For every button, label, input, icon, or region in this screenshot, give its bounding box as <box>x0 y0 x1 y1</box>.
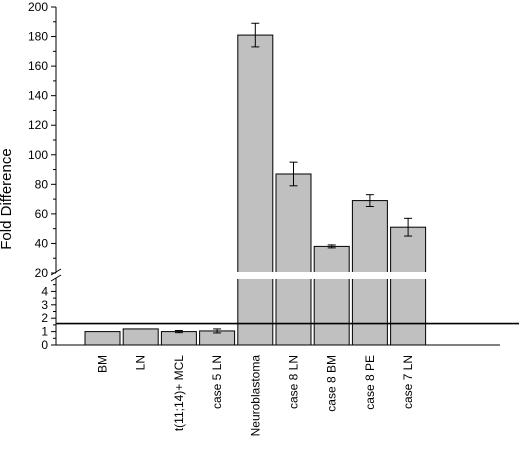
y-tick-label-low-2: 2 <box>41 311 48 325</box>
error-bars-layer <box>174 22 413 334</box>
y-tick-label-low-1: 1 <box>41 325 48 339</box>
axis-break-mark-lower <box>50 274 62 282</box>
x-tick-label-2: LN <box>134 355 148 370</box>
y-tick-label-40: 40 <box>35 236 49 250</box>
bar-3 <box>160 331 197 346</box>
bar-5 <box>237 34 274 346</box>
y-tick-label-low-0: 0 <box>41 338 48 352</box>
bar-2 <box>122 328 159 346</box>
error-bar-5 <box>251 22 260 48</box>
y-tick-label-80: 80 <box>35 177 49 191</box>
error-bar-8 <box>365 194 374 207</box>
y-tick-label-100: 100 <box>28 148 48 162</box>
x-tick-label-9: case 7 LN <box>401 355 415 409</box>
x-tick-label-1: BM <box>96 355 110 373</box>
bar-9 <box>390 226 427 346</box>
bars-layer <box>84 34 427 346</box>
x-tick-label-5: Neuroblastoma <box>248 355 262 437</box>
y-tick-label-200: 200 <box>28 0 48 14</box>
y-tick-label-160: 160 <box>28 59 48 73</box>
y-tick-label-low-4: 4 <box>41 284 48 298</box>
error-bar-6 <box>289 161 298 187</box>
x-tick-label-6: case 8 LN <box>287 355 301 409</box>
error-bar-9 <box>404 217 413 237</box>
bar-1 <box>84 331 121 346</box>
x-tick-label-8: case 8 PE <box>363 355 377 410</box>
y-tick-label-low-3: 3 <box>41 298 48 312</box>
x-tick-label-7: case 8 BM <box>325 355 339 412</box>
axis-break-mark-upper <box>50 268 62 276</box>
y-tick-label-20: 20 <box>35 266 49 280</box>
error-bar-7 <box>327 244 336 249</box>
axis-break-band <box>54 272 520 279</box>
bar-6 <box>275 173 312 346</box>
y-tick-label-120: 120 <box>28 118 48 132</box>
x-tick-label-4: case 5 LN <box>210 355 224 409</box>
x-tick-label-3: t(11;14)+ MCL <box>172 355 186 431</box>
error-bar-4 <box>213 328 222 334</box>
y-tick-label-140: 140 <box>28 89 48 103</box>
error-bar-3 <box>174 330 183 334</box>
bar-7 <box>313 245 350 346</box>
y-tick-label-60: 60 <box>35 207 49 221</box>
x-tick-labels: BM LN t(11;14)+ MCL case 5 LN Neuroblastoma c… <box>96 355 416 437</box>
axis-break-gap <box>54 272 520 279</box>
y-tick-label-180: 180 <box>28 30 48 44</box>
y-axis-label: Fold Difference <box>0 148 15 250</box>
